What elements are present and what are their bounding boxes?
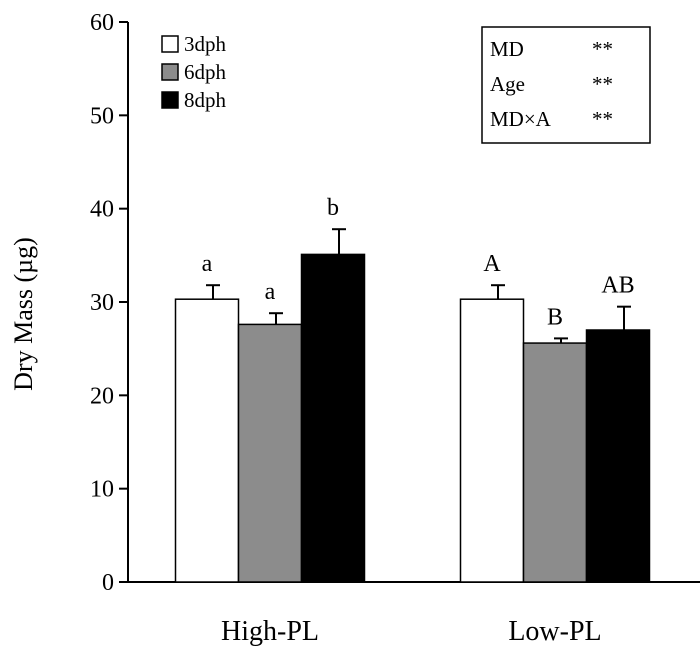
bar-6dph-High-PL [237,323,303,583]
significance-label: B [547,304,563,330]
significance-label: a [265,279,276,305]
y-tick-label: 0 [102,570,114,596]
significance-label: A [483,251,501,277]
y-tick-label: 10 [90,477,114,503]
significance-label: AB [601,273,634,299]
legend-label: 3dph [184,32,227,56]
stats-significance-label: ** [592,37,613,61]
stats-factor-label: Age [490,72,525,96]
stats-box-border [481,26,651,144]
stats-significance-label: ** [592,107,613,131]
legend-swatch-6dph [161,63,179,81]
y-axis-label: Dry Mass (µg) [9,237,38,391]
bar-8dph-High-PL [300,253,366,583]
bar-3dph-Low-PL [459,298,525,583]
stats-significance-label: ** [592,72,613,96]
stats-factor-label: MD [490,37,524,61]
legend-swatch-8dph [161,91,179,109]
legend-label: 6dph [184,60,227,84]
y-tick-label: 50 [90,103,114,129]
stats-factor-label: MD×A [490,107,552,131]
y-tick-label: 60 [90,10,114,36]
legend: 3dph 6dph 8dph [161,32,227,112]
y-tick-label: 40 [90,197,114,223]
x-category-label: High-PL [221,616,319,647]
bar-8dph-Low-PL [585,329,651,583]
stats-box: MD ** Age ** MD×A ** [481,26,651,144]
y-tick-label: 30 [90,290,114,316]
bar-3dph-High-PL [174,298,240,583]
significance-label: b [327,195,339,221]
x-axis: High-PL Low-PL [128,581,700,647]
legend-swatch-3dph [161,35,179,53]
x-category-label: Low-PL [508,616,601,647]
y-axis: 0 10 20 30 40 50 60 [90,10,129,596]
y-tick-label: 20 [90,383,114,409]
significance-label: a [202,251,213,277]
bar-6dph-Low-PL [522,342,588,583]
legend-label: 8dph [184,88,227,112]
